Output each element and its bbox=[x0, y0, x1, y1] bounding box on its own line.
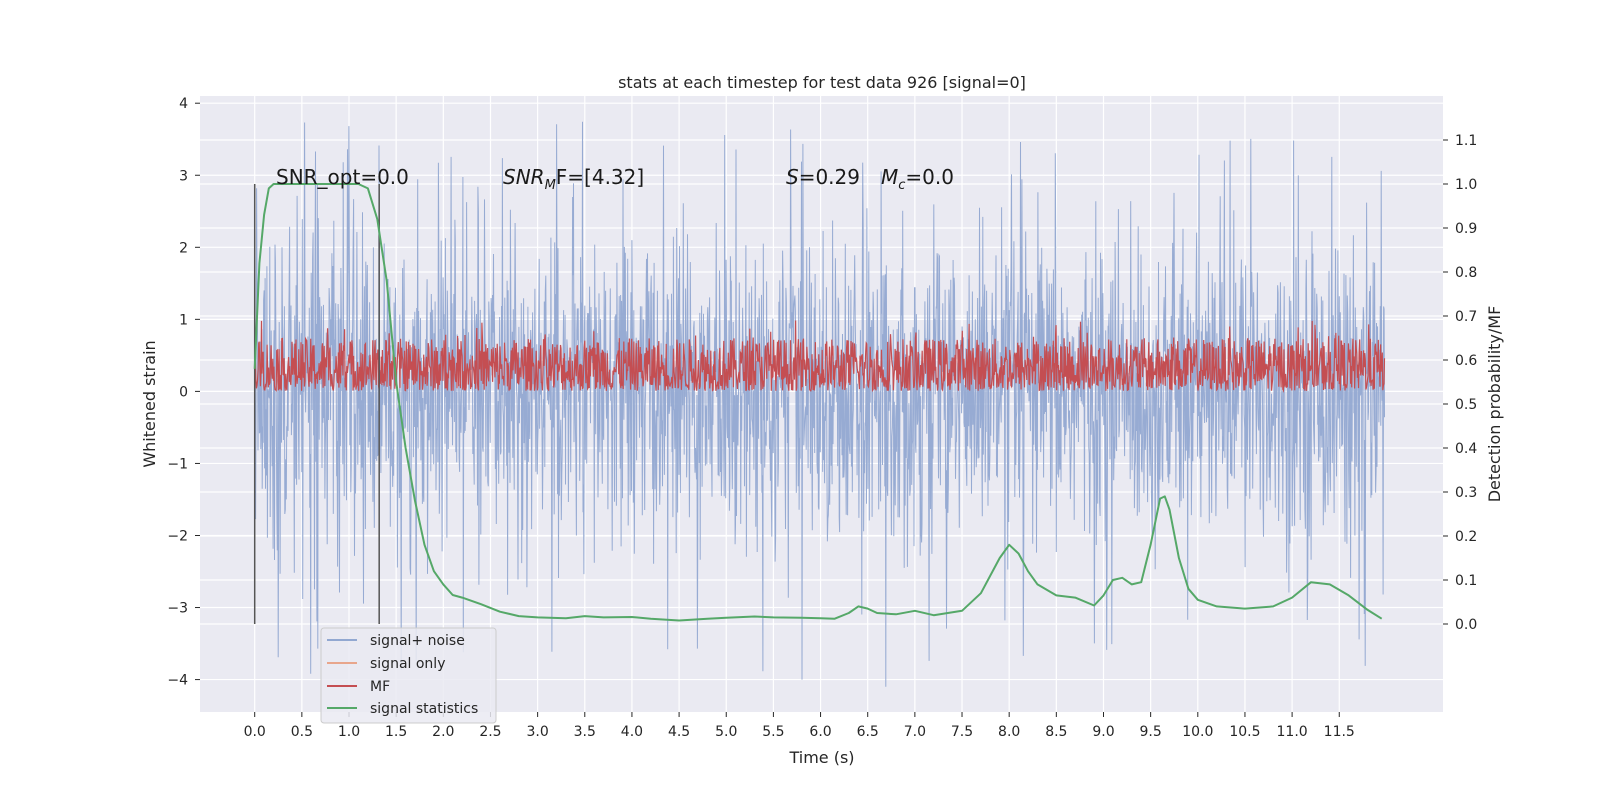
x-tick-label: 5.0 bbox=[715, 724, 737, 740]
x-tick-label: 4.0 bbox=[621, 724, 643, 740]
x-tick-label: 10.0 bbox=[1182, 724, 1213, 740]
x-tick-label: 6.0 bbox=[809, 724, 831, 740]
mc-base: M bbox=[881, 165, 898, 189]
x-tick-label: 4.5 bbox=[668, 724, 690, 740]
x-tick-label: 8.5 bbox=[1045, 724, 1067, 740]
x-tick-label: 3.5 bbox=[574, 724, 596, 740]
mc-value: =0.0 bbox=[905, 165, 954, 189]
x-tick-label: 1.5 bbox=[385, 724, 407, 740]
series-mf bbox=[254, 320, 1386, 393]
annotation-mc: Mc=0.0 bbox=[881, 165, 954, 193]
y-left-axis-label: Whitened strain bbox=[140, 340, 159, 467]
mf-line bbox=[254, 320, 1386, 393]
x-axis-label: Time (s) bbox=[788, 748, 854, 767]
y-left-tick-label: 3 bbox=[179, 168, 188, 184]
vertical-lines bbox=[253, 184, 380, 624]
x-tick-label: 2.5 bbox=[479, 724, 501, 740]
x-tick-label: 6.5 bbox=[857, 724, 879, 740]
x-tick-label: 7.0 bbox=[904, 724, 926, 740]
s-label: S bbox=[786, 165, 799, 189]
y-left-tick-label: −4 bbox=[167, 673, 188, 689]
y-left-tick-label: 0 bbox=[179, 384, 188, 400]
signal-noise-line bbox=[254, 121, 1385, 687]
x-tick-label: 1.0 bbox=[338, 724, 360, 740]
x-tick-label: 11.5 bbox=[1324, 724, 1355, 740]
y-right-tick-label: 1.1 bbox=[1455, 133, 1477, 149]
annotation-s: S=0.29 bbox=[786, 165, 860, 189]
legend: signal+ noise signal only MF signal stat… bbox=[320, 627, 497, 724]
x-tick-label: 0.5 bbox=[291, 724, 313, 740]
y-right-tick-label: 0.2 bbox=[1455, 529, 1477, 545]
x-tick-label: 7.5 bbox=[951, 724, 973, 740]
mc-sub: c bbox=[898, 178, 905, 193]
s-value: =0.29 bbox=[799, 165, 860, 189]
snr-mf-sub: M bbox=[545, 178, 556, 193]
y-right-tick-label: 0.8 bbox=[1455, 265, 1477, 281]
annotation-snr-opt: SNR_opt=0.0 bbox=[276, 165, 409, 189]
y-right-tick-label: 0.9 bbox=[1455, 221, 1477, 237]
x-tick-label: 10.5 bbox=[1229, 724, 1260, 740]
x-tick-label: 2.0 bbox=[432, 724, 454, 740]
y-left-tick-label: 2 bbox=[179, 240, 188, 256]
x-tick-label: 9.5 bbox=[1140, 724, 1162, 740]
legend-label-mf: MF bbox=[370, 679, 390, 695]
y-right-tick-label: 0.7 bbox=[1455, 309, 1477, 325]
legend-label-signal-only: signal only bbox=[370, 656, 445, 672]
x-tick-label: 5.5 bbox=[762, 724, 784, 740]
x-tick-label: 3.0 bbox=[526, 724, 548, 740]
y-right-tick-labels: 1.1 1.0 0.9 0.8 0.7 0.6 0.5 0.4 0.3 0.2 0.1 0.0 bbox=[1443, 133, 1477, 633]
chart-title: stats at each timestep for test data 926… bbox=[618, 73, 1026, 92]
legend-label-signal-noise: signal+ noise bbox=[370, 633, 465, 649]
annotation-snr-mf: SNRMF=[4.32] bbox=[503, 165, 644, 193]
y-left-tick-label: 4 bbox=[179, 96, 188, 112]
x-tick-label: 11.0 bbox=[1277, 724, 1308, 740]
x-tick-label: 0.0 bbox=[244, 724, 266, 740]
x-tick-labels: 0.0 0.5 1.0 1.5 2.0 2.5 3.0 3.5 4.0 4.5 5.0 5.5 6.0 6… bbox=[244, 712, 1355, 740]
y-right-tick-label: 0.4 bbox=[1455, 441, 1477, 457]
snr-mf-base: SNR bbox=[503, 165, 545, 189]
x-tick-label: 8.0 bbox=[998, 724, 1020, 740]
y-right-tick-label: 0.0 bbox=[1455, 617, 1477, 633]
y-left-tick-label: 1 bbox=[179, 312, 188, 328]
series-signal-statistics bbox=[253, 183, 1383, 622]
snr-mf-rest: F=[4.32] bbox=[556, 165, 644, 189]
y-right-tick-label: 1.0 bbox=[1455, 177, 1477, 193]
y-left-tick-labels: 4 3 2 1 0 −1 −2 −3 −4 bbox=[167, 96, 200, 689]
y-left-tick-label: −2 bbox=[167, 528, 188, 544]
y-left-tick-label: −1 bbox=[167, 456, 188, 472]
y-right-tick-label: 0.3 bbox=[1455, 485, 1477, 501]
y-left-tick-label: −3 bbox=[167, 601, 188, 617]
series-signal-noise bbox=[254, 121, 1385, 687]
y-right-tick-label: 0.1 bbox=[1455, 573, 1477, 589]
signal-statistics-line bbox=[253, 183, 1383, 622]
y-right-tick-label: 0.6 bbox=[1455, 353, 1477, 369]
legend-box bbox=[320, 627, 497, 724]
y-right-tick-label: 0.5 bbox=[1455, 397, 1477, 413]
legend-label-signal-statistics: signal statistics bbox=[370, 701, 478, 717]
y-right-axis-label: Detection probability/MF bbox=[1485, 306, 1504, 503]
x-tick-label: 9.0 bbox=[1092, 724, 1114, 740]
